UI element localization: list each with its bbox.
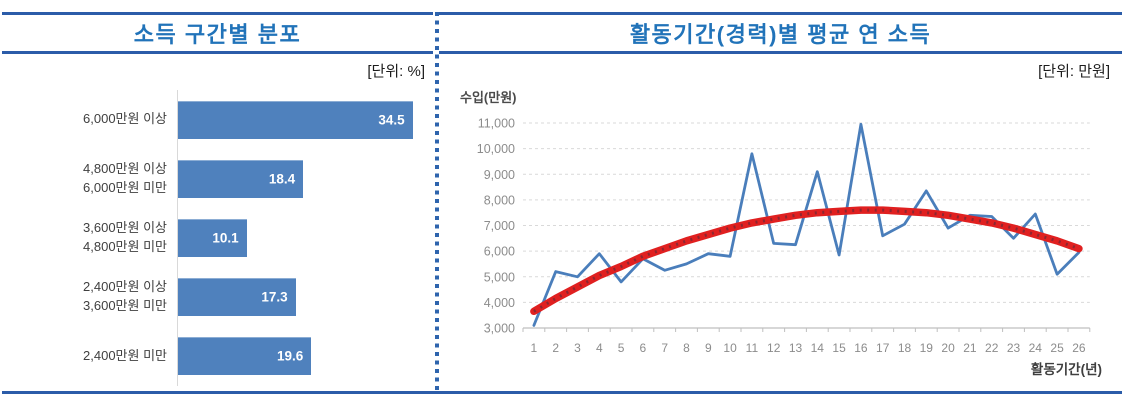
bar-row: 4,800만원 이상 6,000만원 미만 18.4 [0,149,430,209]
bar-value-label: 18.4 [268,171,296,187]
bar: 17.3 [178,278,296,317]
y-tick-label: 10,000 [477,142,515,156]
bar-category-label: 6,000만원 이상 [83,111,167,127]
trend-line-dot-pattern [533,208,1080,313]
bar-category-label: 3,600만원 이상 4,800만원 미만 [83,220,167,254]
right-unit-label: [단위: 만원] [1038,63,1110,80]
x-tick-label: 26 [1072,341,1086,355]
bar: 34.5 [178,100,413,139]
bar-chart: 6,000만원 이상 34.5 4,800만원 이상 6,000만원 미만 18.4 3,… [0,90,430,387]
x-tick-label: 15 [832,341,846,355]
left-chart-title: 소득 구간별 분포 [133,22,302,47]
x-tick-label: 17 [876,341,890,355]
income-line-series [532,122,1081,327]
y-tick-label: 5,000 [484,270,515,284]
x-tick-label: 21 [963,341,977,355]
bar-value-label: 10.1 [212,230,239,246]
x-tick-label: 10 [723,341,737,355]
bar-row: 6,000만원 이상 34.5 [0,90,430,150]
x-tick-label: 16 [854,341,868,355]
bar-value-label: 34.5 [378,112,405,128]
bar-category-label: 2,400만원 이상 3,600만원 미만 [83,279,167,314]
panel-divider [435,12,439,392]
x-tick-label: 2 [552,341,559,355]
x-tick-label: 18 [898,341,912,355]
bar-value-label: 19.6 [277,348,304,364]
x-tick-label: 25 [1050,341,1064,355]
left-unit-label: [단위: %] [367,63,425,80]
x-tick-label: 12 [767,341,781,355]
bottom-rule [2,391,1122,394]
right-title-band: 활동기간(경력)별 평균 연 소득 [439,12,1122,54]
bar-plot-area: 10.1 [177,208,430,268]
bar-row: 2,400만원 미만 19.6 [0,326,430,387]
bar-category-label: 2,400만원 미만 [83,347,167,363]
bar: 18.4 [178,159,304,198]
y-tick-label: 7,000 [484,219,515,233]
bar-row: 2,400만원 이상 3,600만원 미만 17.3 [0,267,430,327]
bar-plot-area: 19.6 [177,326,430,387]
x-tick-label: 20 [941,341,955,355]
x-tick-label: 4 [596,341,603,355]
x-tick-label: 13 [789,341,803,355]
y-tick-label: 6,000 [484,245,515,259]
x-tick-label: 22 [985,341,999,355]
y-tick-label: 4,000 [484,296,515,310]
x-tick-label: 23 [1007,341,1021,355]
line-chart: 3,000 4,000 5,000 6,000 7,000 8,000 9,000 10,00… [477,117,1091,355]
x-tick-label: 3 [574,341,581,355]
right-chart-title: 활동기간(경력)별 평균 연 소득 [629,22,932,47]
x-tick-label: 9 [705,341,712,355]
x-tick-label: 24 [1029,341,1043,355]
y-axis-title: 수입(만원) [460,90,517,105]
bar: 19.6 [178,337,312,376]
y-tick-label: 8,000 [484,193,515,207]
bar: 10.1 [178,219,247,257]
bar-plot-area: 17.3 [177,267,430,327]
bar-plot-area: 18.4 [177,149,430,209]
x-tick-label: 5 [618,341,625,355]
x-tick-label: 19 [920,341,934,355]
y-tick-label: 9,000 [484,168,515,182]
x-tick-label: 7 [661,341,668,355]
left-title-band: 소득 구간별 분포 [2,12,433,54]
y-tick-label: 11,000 [478,117,515,131]
bar-category-label: 4,800만원 이상 6,000만원 미만 [83,160,167,195]
y-tick-label: 3,000 [484,322,515,336]
x-tick-label: 6 [640,341,647,355]
x-tick-label: 11 [746,341,759,355]
x-tick-label: 8 [683,341,690,355]
x-tick-label: 1 [531,341,538,355]
x-axis-title: 활동기간(년) [1030,362,1102,377]
bar-row: 3,600만원 이상 4,800만원 미만 10.1 [0,208,430,268]
bar-plot-area: 34.5 [177,90,430,150]
panel-income-distribution: 소득 구간별 분포 [단위: %] 6,000만원 이상 34.5 4,800만원 … [0,0,437,400]
bar-value-label: 17.3 [261,289,288,305]
panel-income-by-career: 활동기간(경력)별 평균 연 소득 [단위: 만원] [437,0,1126,400]
x-tick-label: 14 [811,341,825,355]
